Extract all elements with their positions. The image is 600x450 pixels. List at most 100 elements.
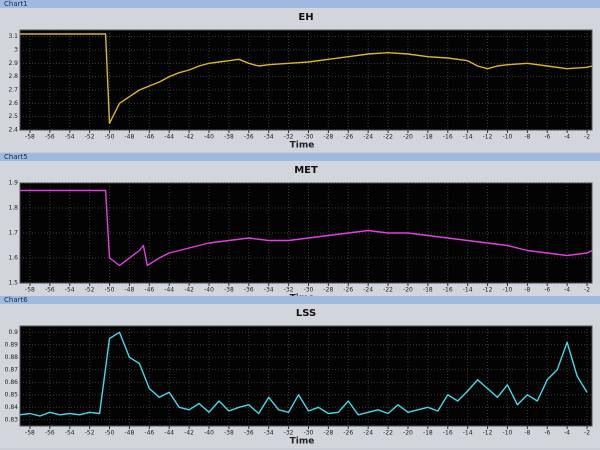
x-tick-label: -50 [105,287,115,294]
x-tick-label: -38 [224,134,234,141]
x-tick-label: -56 [45,430,55,437]
data-line [20,33,593,124]
x-tick-label: -16 [443,134,453,141]
window-title-bar [0,0,600,8]
x-tick-label: -26 [343,134,353,141]
x-tick-label: -52 [85,134,95,141]
x-axis-label: Time [290,141,315,151]
window-title-bar [0,153,600,161]
x-tick-label: -58 [25,134,35,141]
x-tick-label: -24 [363,430,373,437]
x-tick-label: -14 [463,134,473,141]
x-tick-label: -8 [524,287,530,294]
x-tick-label: -6 [544,430,550,437]
y-tick-label: 2.9 [8,60,18,67]
x-tick-label: -20 [403,134,413,141]
x-tick-label: -12 [483,287,493,294]
window-title: Chart1 [4,0,28,8]
y-tick-label: 1.6 [8,255,18,262]
x-tick-label: -54 [65,430,75,437]
x-tick-label: -40 [204,430,214,437]
x-tick-label: -24 [363,134,373,141]
x-tick-label: -40 [204,134,214,141]
y-tick-label: 1.9 [8,180,18,187]
x-tick-label: -10 [503,287,513,294]
x-tick-label: -32 [284,430,294,437]
x-tick-label: -48 [125,134,135,141]
chart-title: LSS [296,308,316,319]
x-tick-label: -12 [483,134,493,141]
x-tick-label: -44 [164,287,174,294]
chart-title: MET [294,165,318,176]
x-tick-label: -28 [323,134,333,141]
y-tick-label: 0.86 [5,379,19,386]
y-tick-label: 3 [14,47,18,54]
x-tick-label: -20 [403,430,413,437]
x-tick-label: -30 [304,287,314,294]
x-tick-label: -28 [323,287,333,294]
x-tick-label: -18 [423,134,433,141]
x-tick-label: -26 [343,430,353,437]
x-tick-label: -46 [144,287,154,294]
x-tick-label: -34 [264,430,274,437]
y-tick-label: 0.87 [5,366,19,373]
x-axis-label: Time [290,437,315,447]
x-tick-label: -58 [25,287,35,294]
x-tick-label: -18 [423,287,433,294]
x-tick-label: -16 [443,430,453,437]
x-tick-label: -14 [463,287,473,294]
x-tick-label: -46 [144,430,154,437]
x-tick-label: -34 [264,287,274,294]
x-tick-label: -28 [323,430,333,437]
x-tick-label: -54 [65,287,75,294]
x-tick-label: -6 [544,134,550,141]
x-tick-label: -2 [584,430,590,437]
x-tick-label: -34 [264,134,274,141]
x-tick-label: -24 [363,287,373,294]
x-tick-label: -6 [544,287,550,294]
x-tick-label: -36 [244,287,254,294]
x-tick-label: -56 [45,287,55,294]
x-tick-label: -48 [125,430,135,437]
y-tick-label: 0.83 [5,416,19,423]
x-tick-label: -50 [105,430,115,437]
x-tick-label: -4 [564,430,570,437]
x-tick-label: -4 [564,287,570,294]
window-title-bar [0,296,600,304]
x-tick-label: -56 [45,134,55,141]
y-tick-label: 2.8 [8,73,18,80]
y-tick-label: 1.5 [8,280,18,287]
x-tick-label: -46 [144,134,154,141]
x-tick-label: -36 [244,134,254,141]
plot-area [19,29,593,131]
y-tick-label: 3.1 [8,33,18,40]
x-tick-label: -52 [85,430,95,437]
x-tick-label: -38 [224,430,234,437]
y-tick-label: 0.84 [5,404,19,411]
x-tick-label: -10 [503,134,513,141]
x-tick-label: -54 [65,134,75,141]
x-tick-label: -16 [443,287,453,294]
x-tick-label: -30 [304,134,314,141]
x-tick-label: -32 [284,287,294,294]
y-tick-label: 2.4 [8,127,18,134]
x-tick-label: -22 [383,134,393,141]
data-line [19,331,588,417]
x-tick-label: -20 [403,287,413,294]
x-tick-label: -2 [584,134,590,141]
x-tick-label: -58 [25,430,35,437]
y-tick-label: 2.5 [8,113,18,120]
x-tick-label: -44 [164,134,174,141]
x-tick-label: -52 [85,287,95,294]
x-tick-label: -4 [564,134,570,141]
y-tick-label: 0.89 [5,341,19,348]
x-tick-label: -42 [184,134,194,141]
x-tick-label: -48 [125,287,135,294]
y-tick-label: 2.6 [8,100,18,107]
x-tick-label: -8 [524,134,530,141]
x-tick-label: -22 [383,430,393,437]
x-tick-label: -10 [503,430,513,437]
x-tick-label: -12 [483,430,493,437]
